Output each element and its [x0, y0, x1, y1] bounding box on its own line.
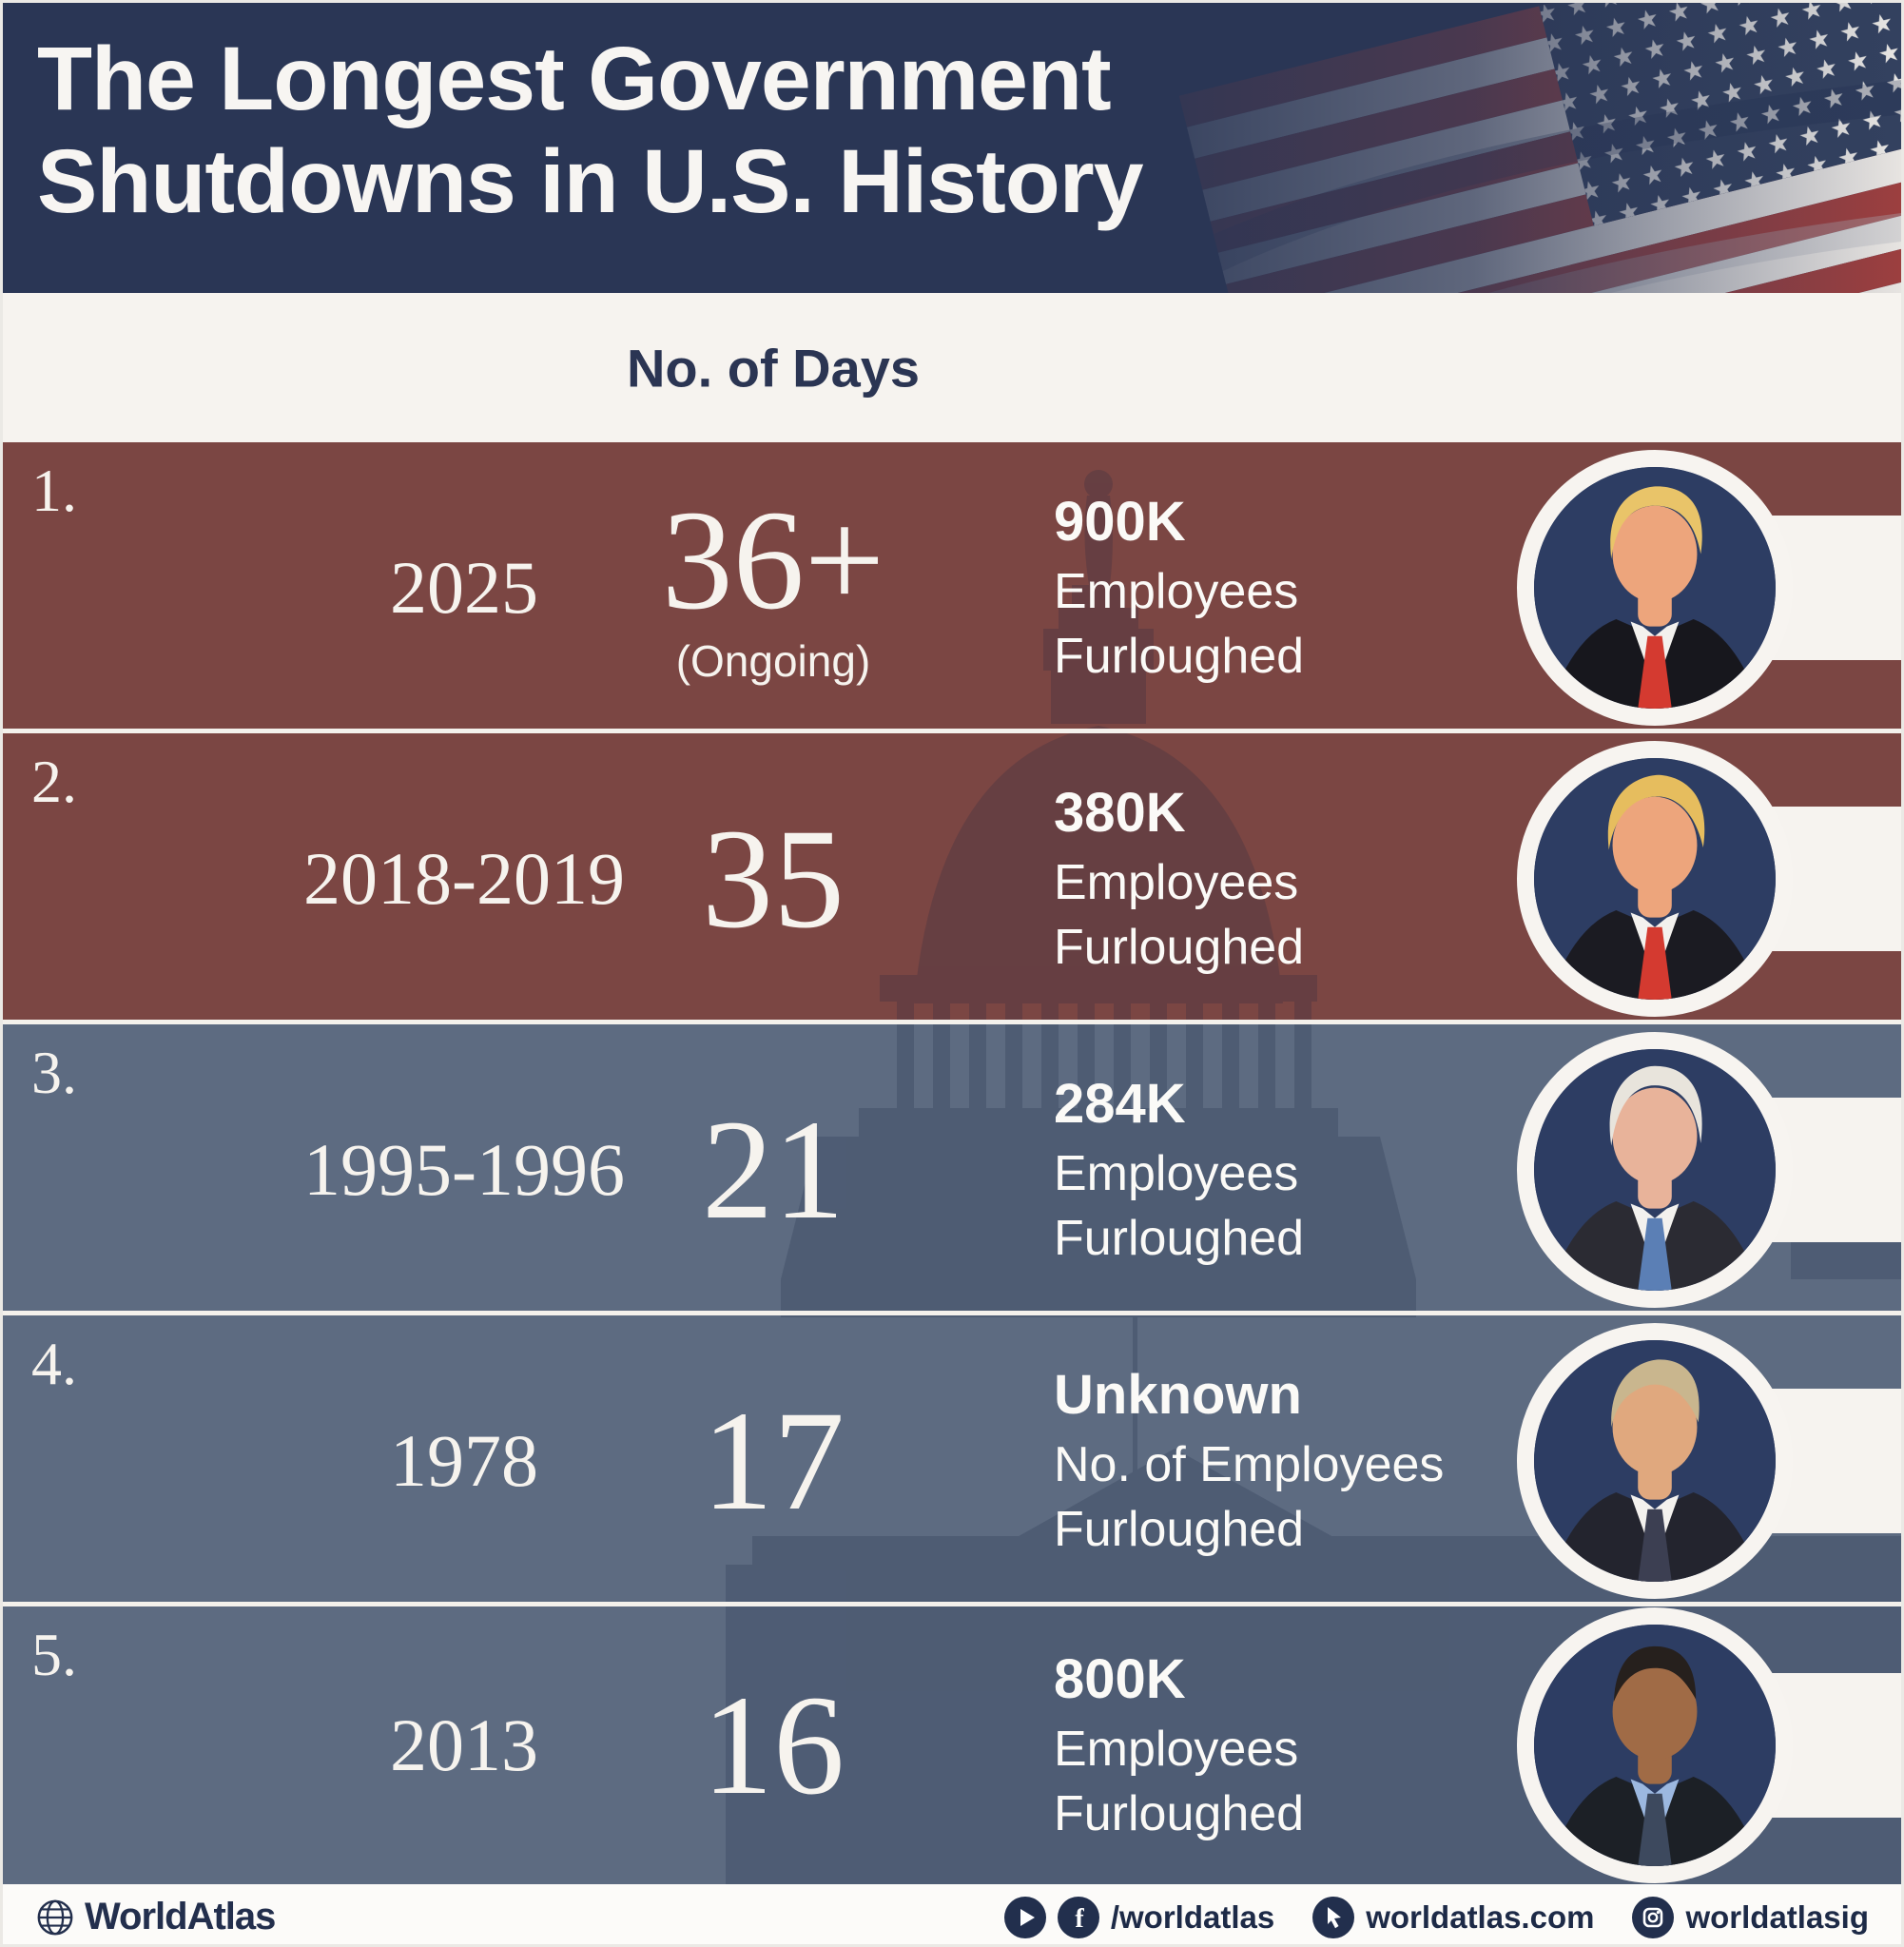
- shutdown-years: 2018-2019: [303, 837, 625, 920]
- title-line-1: The Longest Government: [37, 29, 1112, 129]
- facebook-handle: /worldatlas: [1110, 1898, 1275, 1935]
- title-line-2: Shutdowns in U.S. History: [37, 131, 1144, 233]
- shutdown-years: 1995-1996: [303, 1128, 625, 1211]
- rank-number: 5.: [31, 1621, 77, 1688]
- furloughed-line3: Furloughed: [1054, 1211, 1305, 1267]
- shutdown-row-2025: 1. 2025 36+ (Ongoing) 900K Employees Fur…: [3, 442, 1901, 733]
- instagram-icon: [1632, 1896, 1675, 1938]
- bill-clinton-portrait: [1517, 1032, 1793, 1308]
- furloughed-count: 800K: [1054, 1648, 1186, 1711]
- row-divider: [3, 1311, 1901, 1315]
- days-count: 21: [702, 1099, 845, 1241]
- furloughed-line3: Furloughed: [1054, 629, 1305, 685]
- rank-number: 4.: [31, 1330, 77, 1397]
- days-count: 16: [702, 1674, 845, 1817]
- furloughed-line3: Furloughed: [1054, 1502, 1305, 1558]
- brand-logo[interactable]: WorldAtlas: [35, 1896, 276, 1938]
- shutdown-rows: 1. 2025 36+ (Ongoing) 900K Employees Fur…: [3, 442, 1901, 1884]
- furloughed-line2: Employees: [1054, 854, 1299, 910]
- footer: WorldAtlas f /worldatlas worldatla: [3, 1884, 1901, 1944]
- furloughed-line3: Furloughed: [1054, 920, 1305, 976]
- us-flag-icon: [1045, 3, 1901, 293]
- days-number: 16: [702, 1666, 845, 1824]
- furloughed-info: 900K Employees Furloughed: [1054, 486, 1304, 690]
- barack-obama-portrait: [1517, 1607, 1793, 1883]
- social-links: f /worldatlas worldatlas.com worldatl: [1003, 1896, 1869, 1938]
- days-count: 36+ (Ongoing): [662, 489, 885, 687]
- rank-number: 3.: [31, 1039, 77, 1106]
- social-website[interactable]: worldatlas.com: [1312, 1896, 1595, 1938]
- furloughed-info: 380K Employees Furloughed: [1054, 777, 1304, 981]
- days-count: 17: [702, 1390, 845, 1532]
- furloughed-line2: No. of Employees: [1054, 1436, 1445, 1492]
- shutdown-years: 2025: [390, 546, 538, 629]
- row-divider: [3, 1602, 1901, 1606]
- facebook-icon: f: [1057, 1896, 1099, 1938]
- furloughed-line3: Furloughed: [1054, 1786, 1305, 1842]
- days-number: 36+: [661, 481, 885, 639]
- shutdown-row-1978: 4. 1978 17 Unknown No. of Employees Furl…: [3, 1315, 1901, 1606]
- shutdown-row-2018-2019: 2. 2018-2019 35 380K Employees Furloughe…: [3, 733, 1901, 1024]
- furloughed-count: Unknown: [1054, 1364, 1302, 1427]
- jimmy-carter-portrait: [1517, 1323, 1793, 1599]
- column-header-band: No. of Days: [3, 293, 1901, 442]
- page-title: The Longest Government Shutdowns in U.S.…: [3, 3, 1901, 234]
- instagram-handle: worldatlasig: [1685, 1898, 1869, 1935]
- rank-number: 1.: [31, 457, 77, 524]
- social-facebook[interactable]: f /worldatlas: [1003, 1896, 1275, 1938]
- row-divider: [3, 1020, 1901, 1024]
- header: The Longest Government Shutdowns in U.S.…: [3, 3, 1901, 293]
- donald-trump-portrait: [1517, 741, 1793, 1017]
- shutdown-row-1995-1996: 3. 1995-1996 21 284K Employees Furloughe…: [3, 1024, 1901, 1315]
- furloughed-count: 380K: [1054, 782, 1186, 845]
- furloughed-info: 284K Employees Furloughed: [1054, 1068, 1304, 1272]
- days-count: 35: [702, 808, 845, 950]
- furloughed-info: 800K Employees Furloughed: [1054, 1644, 1304, 1847]
- cursor-icon: [1312, 1896, 1355, 1938]
- shutdown-row-2013: 5. 2013 16 800K Employees Furloughed: [3, 1606, 1901, 1884]
- svg-text:f: f: [1075, 1904, 1084, 1934]
- furloughed-count: 284K: [1054, 1073, 1186, 1136]
- furloughed-line2: Employees: [1054, 563, 1299, 619]
- days-number: 17: [702, 1382, 845, 1540]
- brand-name: WorldAtlas: [85, 1896, 276, 1937]
- rank-number: 2.: [31, 748, 77, 815]
- furloughed-line2: Employees: [1054, 1721, 1299, 1777]
- shutdown-years: 2013: [390, 1704, 538, 1786]
- days-number: 21: [702, 1091, 845, 1249]
- days-note: (Ongoing): [675, 636, 871, 686]
- days-column-label: No. of Days: [626, 338, 921, 398]
- donald-trump-portrait: [1517, 450, 1793, 726]
- furloughed-line2: Employees: [1054, 1145, 1299, 1201]
- row-divider: [3, 729, 1901, 733]
- globe-icon: [37, 1899, 73, 1935]
- days-number: 35: [702, 800, 845, 958]
- furloughed-info: Unknown No. of Employees Furloughed: [1054, 1359, 1444, 1563]
- shutdown-years: 1978: [390, 1419, 538, 1502]
- social-instagram[interactable]: worldatlasig: [1632, 1896, 1869, 1938]
- furloughed-count: 900K: [1054, 491, 1186, 554]
- website-url: worldatlas.com: [1366, 1898, 1595, 1935]
- play-icon: [1003, 1896, 1046, 1938]
